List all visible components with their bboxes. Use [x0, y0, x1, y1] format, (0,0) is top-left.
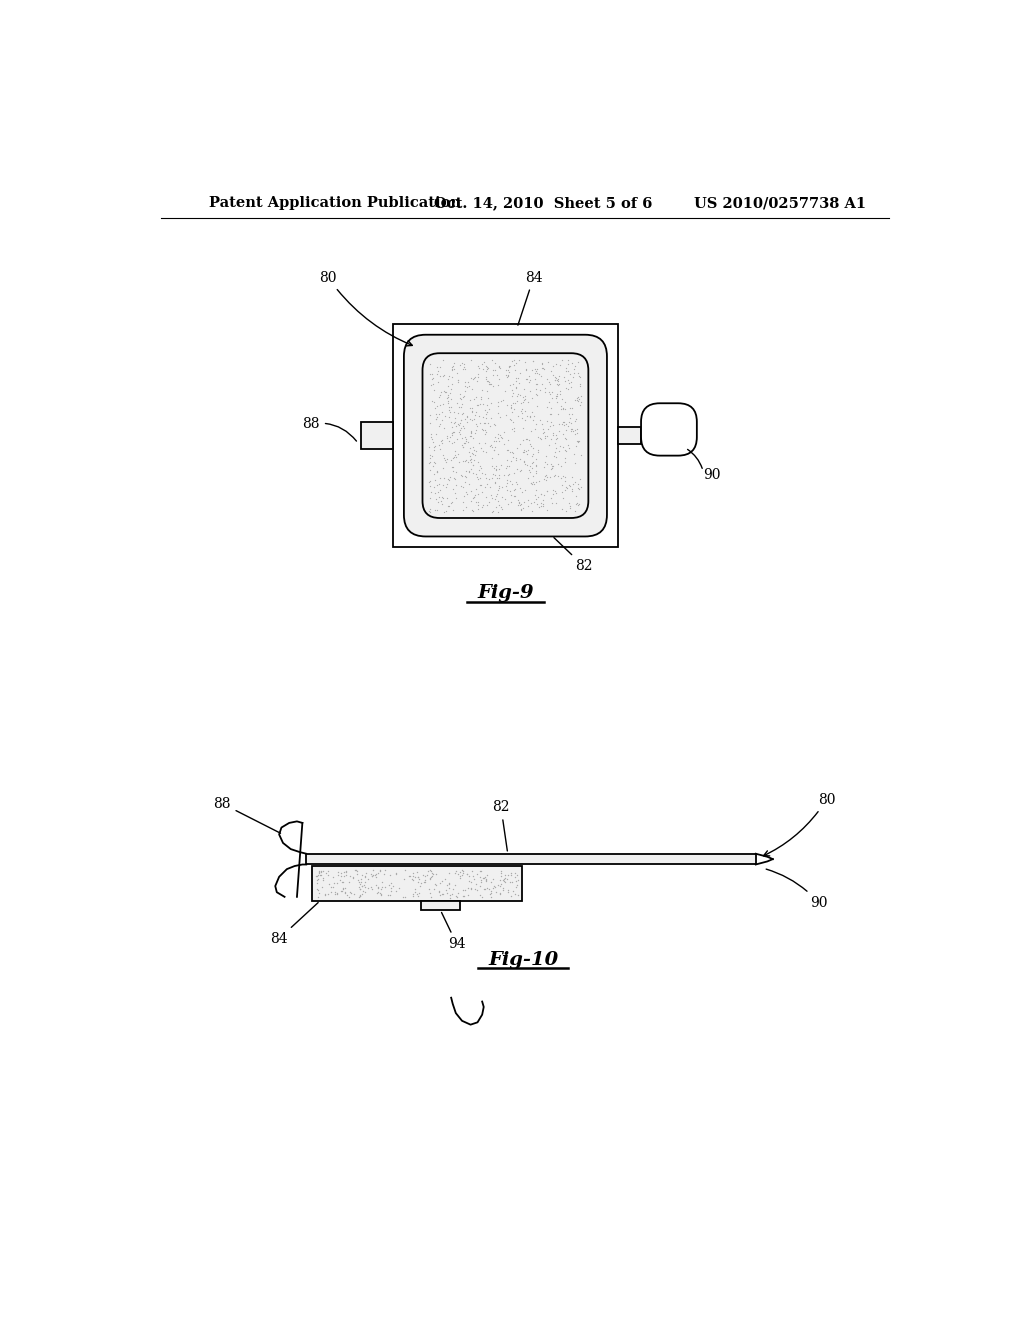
- Text: 82: 82: [554, 537, 593, 573]
- Text: 90: 90: [766, 869, 827, 909]
- Bar: [617, 428, 641, 444]
- Text: Patent Application Publication: Patent Application Publication: [209, 197, 462, 210]
- Text: Fig-9: Fig-9: [477, 585, 534, 602]
- Text: 84: 84: [518, 271, 543, 325]
- FancyBboxPatch shape: [403, 335, 607, 536]
- Text: 80: 80: [319, 271, 413, 346]
- FancyBboxPatch shape: [423, 354, 589, 517]
- Text: 84: 84: [270, 903, 318, 946]
- FancyBboxPatch shape: [641, 404, 697, 455]
- Text: 88: 88: [213, 796, 281, 833]
- Bar: [393, 323, 617, 548]
- Text: Oct. 14, 2010  Sheet 5 of 6: Oct. 14, 2010 Sheet 5 of 6: [434, 197, 652, 210]
- Text: 94: 94: [441, 912, 466, 952]
- Bar: [306, 854, 756, 865]
- Text: 90: 90: [703, 467, 721, 482]
- Text: Fig-10: Fig-10: [488, 950, 558, 969]
- Text: 88: 88: [302, 417, 356, 441]
- Bar: [421, 900, 460, 909]
- Text: 80: 80: [764, 792, 836, 855]
- Bar: [312, 866, 521, 900]
- Text: US 2010/0257738 A1: US 2010/0257738 A1: [693, 197, 866, 210]
- Bar: [360, 422, 393, 449]
- Text: 82: 82: [493, 800, 510, 851]
